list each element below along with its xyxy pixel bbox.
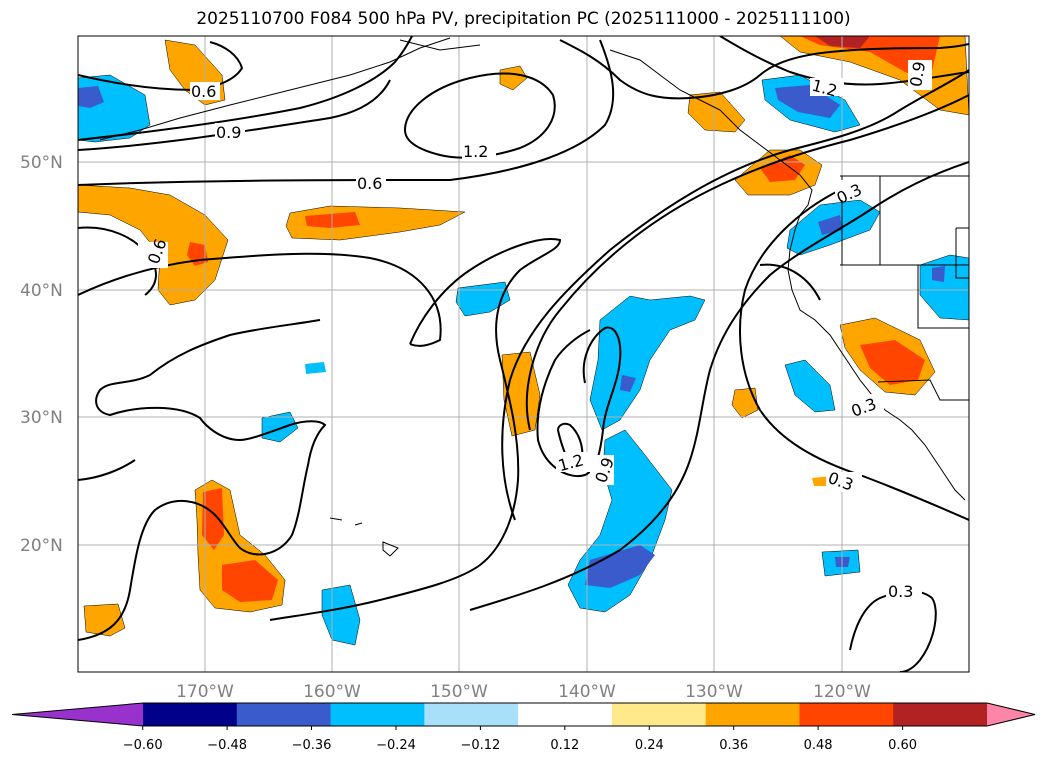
coastlines <box>99 37 969 557</box>
colorbar-segment <box>236 703 332 726</box>
colorbar-segments <box>11 702 1036 727</box>
contour-label: 0.9 <box>216 123 241 142</box>
colorbar-tick-label: 0.36 <box>719 738 748 753</box>
colorbar-tick-label: 0.60 <box>888 738 917 753</box>
lon-tick-label: 170°W <box>176 682 234 702</box>
lon-tick-label: 130°W <box>685 682 743 702</box>
lat-tick-label: 20°N <box>20 536 63 556</box>
colorbar-segment <box>611 703 707 726</box>
lat-tick-label: 50°N <box>20 153 63 173</box>
lon-tick-labels: 170°W 160°W 150°W 140°W 130°W 120°W <box>176 682 871 702</box>
colorbar-segment <box>330 703 425 726</box>
lon-tick-label: 160°W <box>303 682 361 702</box>
colorbar-tick-label: −0.24 <box>376 738 416 753</box>
colorbar-tick-label: 0.48 <box>804 738 833 753</box>
lat-tick-label: 40°N <box>20 281 63 301</box>
contour-label: 0.6 <box>191 82 216 101</box>
colorbar-tick-label: 0.12 <box>550 738 579 753</box>
positive-precip-regions <box>78 36 969 637</box>
lon-tick-label: 120°W <box>813 682 871 702</box>
colorbar-tick-marks <box>142 726 904 730</box>
colorbar-segment <box>424 703 519 726</box>
colorbar-tick-label: −0.36 <box>292 738 332 753</box>
contour-label: 0.3 <box>888 582 913 601</box>
colorbar-tick-label: −0.12 <box>460 738 500 753</box>
colorbar-segment <box>705 703 800 726</box>
lon-tick-label: 150°W <box>430 682 488 702</box>
lon-tick-label: 140°W <box>558 682 616 702</box>
contour-labels: 0.6 0.9 1.2 0.6 0.6 1.2 0.9 1.2 0.9 0.3 … <box>138 60 932 601</box>
colorbar-tick-label: 0.24 <box>635 738 664 753</box>
map-frame <box>77 35 970 673</box>
map-title: 2025110700 F084 500 hPa PV, precipitatio… <box>196 9 851 29</box>
colorbar-tick-label: −0.60 <box>123 738 163 753</box>
lat-tick-label: 30°N <box>20 408 63 428</box>
colorbar: −0.60 −0.48 −0.36 −0.24 −0.12 0.12 0.24 … <box>11 702 1036 753</box>
colorbar-segment <box>518 703 613 726</box>
colorbar-segment <box>143 703 238 726</box>
colorbar-segment <box>799 703 894 726</box>
gridlines <box>78 36 969 672</box>
colorbar-tick-labels: −0.60 −0.48 −0.36 −0.24 −0.12 0.12 0.24 … <box>123 738 917 753</box>
map-area: 0.6 0.9 1.2 0.6 0.6 1.2 0.9 1.2 0.9 0.3 … <box>78 36 969 672</box>
negative-precip-regions <box>78 74 969 646</box>
contour-label: 0.6 <box>357 174 382 193</box>
contour-label: 0.9 <box>906 60 929 88</box>
lat-tick-labels: 50°N 40°N 30°N 20°N <box>20 153 63 556</box>
colorbar-tick-label: −0.48 <box>207 738 247 753</box>
colorbar-extend-min <box>12 703 143 726</box>
contour-label: 1.2 <box>463 142 488 161</box>
colorbar-segment <box>893 703 988 726</box>
colorbar-extend-max <box>987 703 1035 726</box>
